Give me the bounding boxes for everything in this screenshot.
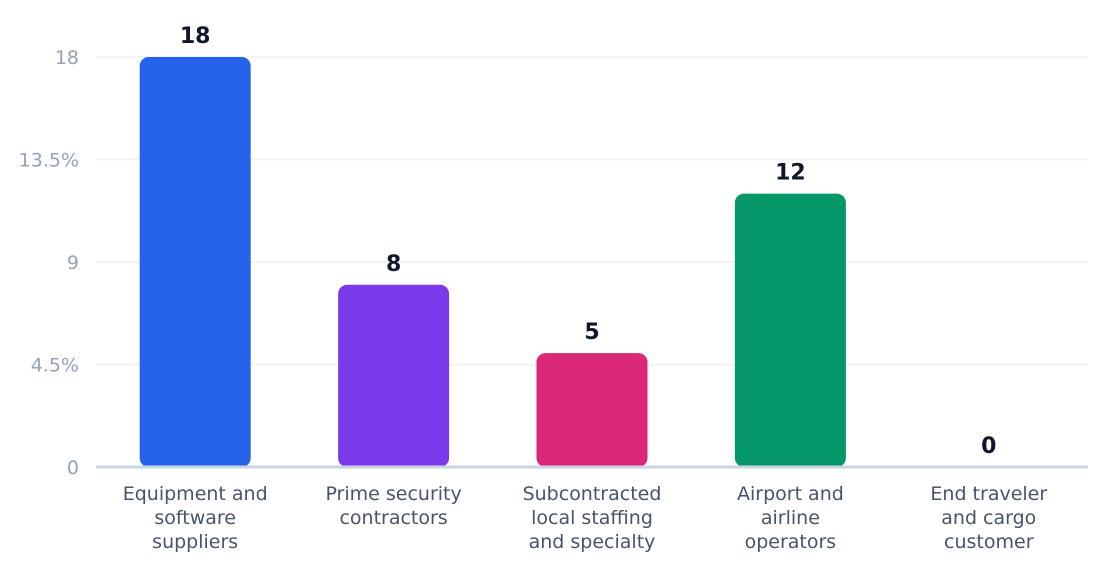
value-labels: 18 8 5 12 0 [180, 24, 997, 459]
y-tick-label: 18 [55, 47, 79, 69]
x-category-label: End traveler and cargo customer [930, 483, 1047, 553]
bar [139, 57, 251, 467]
x-category-label: Equipment and software suppliers [123, 483, 268, 553]
bars [139, 57, 846, 467]
y-tick-label: 13.5% [19, 150, 79, 172]
bar-value-label: 18 [180, 24, 211, 49]
x-category-label: Subcontracted local staffing and specialty [523, 483, 662, 553]
bar [338, 284, 450, 467]
y-axis-ticks: 0 4.5% 9 13.5% 18 [19, 47, 79, 479]
x-category-label: Airport and airline operators [737, 483, 844, 553]
bar-value-label: 8 [386, 252, 401, 277]
bar [734, 193, 846, 467]
category-labels: Equipment and software suppliers Prime secu… [123, 483, 1048, 553]
bar-value-label: 12 [775, 161, 806, 186]
bar-value-label: 5 [584, 320, 599, 345]
x-category-label: Prime security contractors [325, 483, 461, 529]
y-tick-label: 0 [67, 457, 79, 479]
y-tick-label: 4.5% [31, 355, 79, 377]
bar [536, 353, 648, 467]
y-tick-label: 9 [67, 252, 79, 274]
bar-value-label: 0 [981, 434, 996, 459]
